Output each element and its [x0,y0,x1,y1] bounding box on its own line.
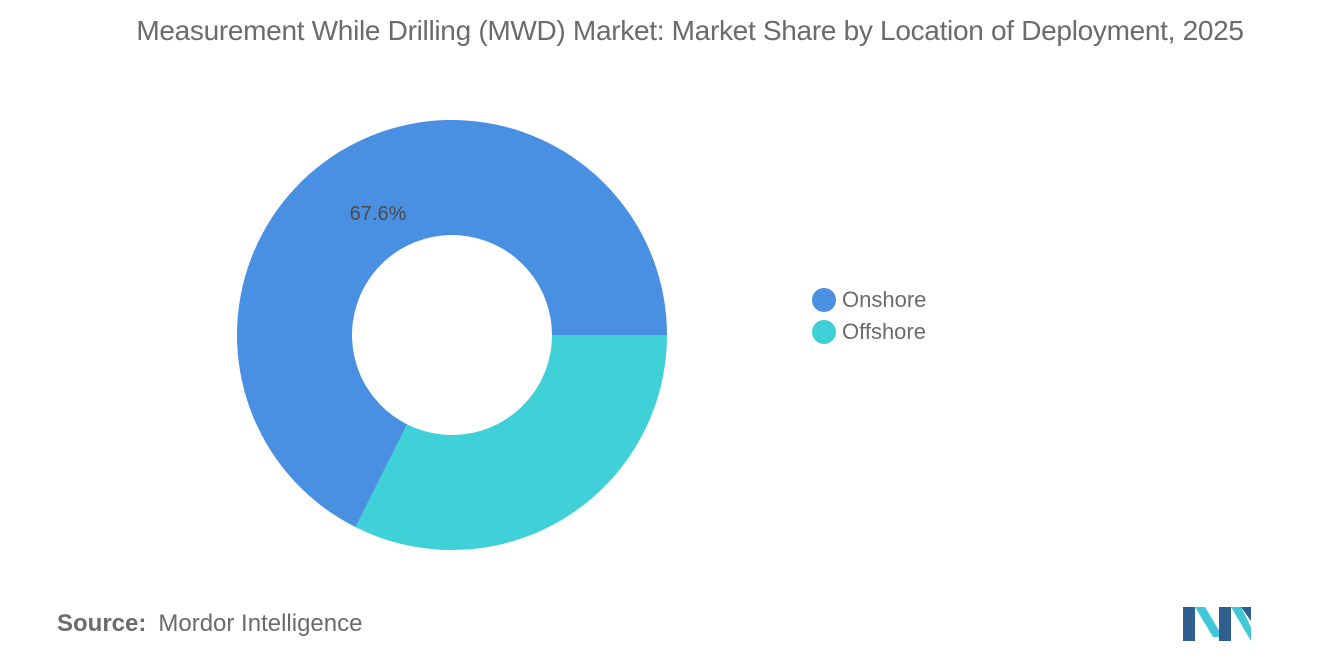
legend-label-offshore: Offshore [842,319,926,344]
source-note: Source: Mordor Intelligence [57,610,362,638]
chart-title: Measurement While Drilling (MWD) Market:… [136,15,1244,46]
mordor-intelligence-logo-icon [1183,607,1251,641]
logo-shape-right-a [1219,607,1231,641]
legend-label-onshore: Onshore [842,287,927,312]
legend-swatch-offshore [812,320,836,344]
logo-shape-left [1183,607,1195,641]
chart-legend: Onshore Offshore [812,284,926,348]
legend-item-onshore: Onshore [812,284,926,316]
logo-shape-right-b [1231,607,1251,641]
logo-shape-mid [1195,607,1223,637]
source-value: Mordor Intelligence [158,610,363,637]
legend-swatch-onshore [812,288,836,312]
donut-slice-onshore [237,120,668,528]
logo-shape-right-c [1241,607,1251,621]
data-label-onshore: 67.6% [350,203,407,225]
legend-item-offshore: Offshore [812,316,926,348]
donut-slice-offshore [355,335,667,550]
source-label: Source: [57,610,147,637]
